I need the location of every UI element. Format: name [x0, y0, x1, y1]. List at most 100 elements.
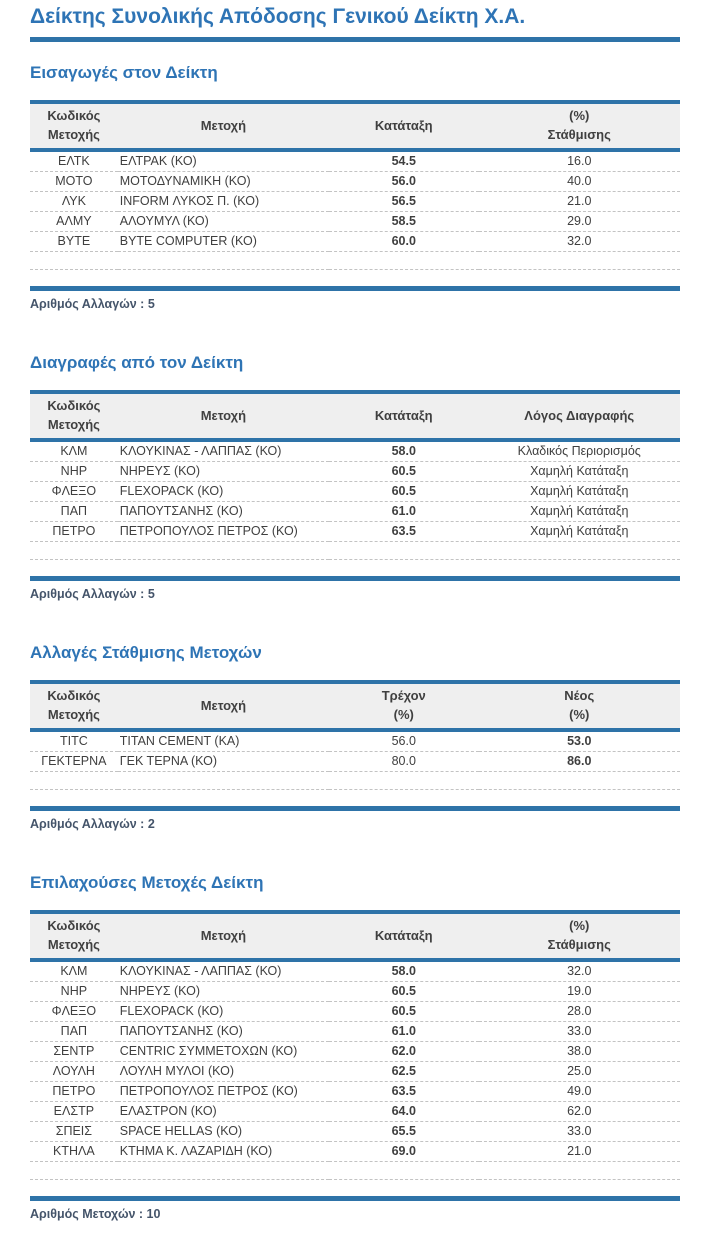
table-row: ΛΟΥΛΗ ΛΟΥΛΗ ΜΥΛΟΙ (ΚΟ) 62.5 25.0	[30, 1061, 680, 1083]
ticker-cell: ΕΛΤΚ	[30, 150, 118, 173]
stock-name-cell: ΜΟΤΟΔΥΝΑΜΙΚΗ (ΚΟ)	[117, 171, 329, 193]
rank-cell: 65.5	[329, 1121, 479, 1143]
rank-cell: 63.5	[329, 1081, 479, 1103]
weight-cell: 32.0	[478, 960, 680, 983]
stock-name-cell: ΚΤΗΜΑ Κ. ΛΑΖΑΡΙΔΗ (ΚΟ)	[117, 1141, 329, 1163]
ticker-cell: ΠΕΤΡΟ	[30, 1081, 118, 1103]
table-header: Κωδικός Μετοχής Μετοχή Κατάταξη (%) Στάθμισης	[30, 102, 680, 153]
count-label: Αριθμός Αλλαγών : 2	[30, 817, 155, 832]
empty-cell	[30, 1161, 680, 1181]
page-title: Δείκτης Συνολικής Απόδοσης Γενικού Δείκτ…	[30, 4, 680, 43]
stock-name-cell: ΠΑΠΟΥΤΣΑΝΗΣ (ΚΟ)	[117, 1021, 329, 1043]
table-row: ΓΕΚΤΕΡΝΑ ΓΕΚ ΤΕΡΝΑ (ΚΟ) 80.0 86.0	[30, 751, 680, 773]
table-row: ΠΕΤΡΟ ΠΕΤΡΟΠΟΥΛΟΣ ΠΕΤΡΟΣ (ΚΟ) 63.5 49.0	[30, 1081, 680, 1103]
stock-name-cell: ΚΛΟΥΚΙΝΑΣ - ΛΑΠΠΑΣ (ΚΟ)	[117, 440, 329, 463]
column-header-line: (%)	[569, 108, 590, 124]
rank-cell: 61.0	[329, 501, 479, 523]
ticker-cell: BYTE	[30, 231, 118, 253]
report-section: Διαγραφές από τον Δείκτη Κωδικός Μετοχής Μ…	[30, 352, 680, 602]
column-header-line: Μετοχής	[47, 127, 100, 143]
column-header: Τρέχον (%)	[329, 682, 479, 733]
weight-cell: 32.0	[478, 231, 680, 253]
stocks-table: Κωδικός Μετοχής Μετοχή Κατάταξη (%) Στάθμισης…	[30, 910, 680, 1181]
ticker-cell: ΦΛΕΞΟ	[30, 1001, 118, 1023]
rank-cell: 58.5	[329, 211, 479, 233]
empty-cell	[30, 771, 680, 791]
column-header-line: Κατάταξη	[374, 117, 433, 133]
column-header: Νέος (%)	[478, 682, 680, 733]
rank-cell: 60.5	[329, 981, 479, 1003]
rank-cell: 64.0	[329, 1101, 479, 1123]
weight-cell: 33.0	[478, 1021, 680, 1043]
stock-name-cell: ΠΕΤΡΟΠΟΥΛΟΣ ΠΕΤΡΟΣ (ΚΟ)	[117, 521, 329, 543]
stock-name-cell: ΠΑΠΟΥΤΣΑΝΗΣ (ΚΟ)	[117, 501, 329, 523]
rank-cell: 69.0	[329, 1141, 479, 1163]
column-header-line: Στάθμισης	[547, 937, 611, 953]
stock-name-cell: CENTRIC ΣΥΜΜΕΤΟΧΩΝ (ΚΟ)	[117, 1041, 329, 1063]
table-row: ΚΛΜ ΚΛΟΥΚΙΝΑΣ - ΛΑΠΠΑΣ (ΚΟ) 58.0 32.0	[30, 960, 680, 983]
weight-cell: Χαμηλή Κατάταξη	[478, 461, 680, 483]
rank-cell: 56.0	[329, 171, 479, 193]
column-header: Μετοχή	[117, 682, 329, 733]
column-header-line: Μετοχής	[47, 417, 100, 433]
rank-cell: 58.0	[329, 960, 479, 983]
column-header-line: Μετοχή	[200, 927, 247, 943]
weight-cell: 33.0	[478, 1121, 680, 1143]
weight-cell: Χαμηλή Κατάταξη	[478, 521, 680, 543]
weight-cell: 49.0	[478, 1081, 680, 1103]
column-header: Κωδικός Μετοχής	[30, 912, 118, 963]
ticker-cell: ΓΕΚΤΕΡΝΑ	[30, 751, 118, 773]
ticker-cell: ΠΑΠ	[30, 1021, 118, 1043]
column-header: (%) Στάθμισης	[478, 102, 680, 153]
weight-cell: 16.0	[478, 150, 680, 173]
column-header-line: Μετοχής	[47, 707, 100, 723]
table-body: TITC TITAN CEMENT (ΚΑ) 56.0 53.0 ΓΕΚΤΕΡΝΑ ΓΕΚ…	[30, 730, 680, 791]
empty-row	[30, 1161, 680, 1181]
stock-name-cell: ΕΛΑΣΤΡΟΝ (ΚΟ)	[117, 1101, 329, 1123]
column-header-line: Κωδικός	[47, 688, 101, 704]
weight-cell: Κλαδικός Περιορισμός	[478, 440, 680, 463]
stock-name-cell: ΑΛΟΥΜΥΛ (ΚΟ)	[117, 211, 329, 233]
stock-name-cell: TITAN CEMENT (ΚΑ)	[117, 730, 329, 753]
ticker-cell: ΛΟΥΛΗ	[30, 1061, 118, 1083]
ticker-cell: ΚΛΜ	[30, 440, 118, 463]
table-header: Κωδικός Μετοχής Μετοχή Τρέχον (%) Νέος (%)	[30, 682, 680, 733]
rank-cell: 80.0	[329, 751, 479, 773]
stock-name-cell: INFORM ΛΥΚΟΣ Π. (ΚΟ)	[117, 191, 329, 213]
weight-cell: 21.0	[478, 1141, 680, 1163]
stock-name-cell: BYTE COMPUTER (ΚΟ)	[117, 231, 329, 253]
stock-name-cell: SPACE HELLAS (ΚΟ)	[117, 1121, 329, 1143]
weight-cell: 25.0	[478, 1061, 680, 1083]
table-row: ΕΛΣΤΡ ΕΛΑΣΤΡΟΝ (ΚΟ) 64.0 62.0	[30, 1101, 680, 1123]
column-header-line: Λόγος Διαγραφής	[524, 407, 635, 423]
stock-name-cell: ΚΛΟΥΚΙΝΑΣ - ΛΑΠΠΑΣ (ΚΟ)	[117, 960, 329, 983]
column-header: Κωδικός Μετοχής	[30, 102, 118, 153]
report-section: Εισαγωγές στον Δείκτη Κωδικός Μετοχής Μετο…	[30, 62, 680, 312]
column-header-line: Μετοχή	[200, 407, 247, 423]
column-header-line: Μετοχή	[200, 697, 247, 713]
table-row: ΝΗΡ ΝΗΡΕΥΣ (ΚΟ) 60.5 Χαμηλή Κατάταξη	[30, 461, 680, 483]
ticker-cell: ΣΕΝΤΡ	[30, 1041, 118, 1063]
rank-cell: 56.0	[329, 730, 479, 753]
section-divider-bar	[30, 286, 680, 292]
ticker-cell: ΛΥΚ	[30, 191, 118, 213]
table-row: ΠΑΠ ΠΑΠΟΥΤΣΑΝΗΣ (ΚΟ) 61.0 Χαμηλή Κατάταξη	[30, 501, 680, 523]
column-header: Λόγος Διαγραφής	[478, 392, 680, 443]
report-section: Αλλαγές Στάθμισης Μετοχών Κωδικός Μετοχής…	[30, 642, 680, 832]
rank-cell: 60.5	[329, 481, 479, 503]
weight-cell: Χαμηλή Κατάταξη	[478, 501, 680, 523]
count-label: Αριθμός Αλλαγών : 5	[30, 297, 155, 312]
header-row: Κωδικός Μετοχής Μετοχή Τρέχον (%) Νέος (%)	[30, 682, 680, 733]
ticker-cell: ΕΛΣΤΡ	[30, 1101, 118, 1123]
column-header: (%) Στάθμισης	[478, 912, 680, 963]
rank-cell: 61.0	[329, 1021, 479, 1043]
ticker-cell: ΚΤΗΛΑ	[30, 1141, 118, 1163]
column-header-line: Κωδικός	[47, 918, 101, 934]
column-header-line: Μετοχής	[47, 937, 100, 953]
stock-name-cell: ΝΗΡΕΥΣ (ΚΟ)	[117, 981, 329, 1003]
report-section: Επιλαχούσες Μετοχές Δείκτη Κωδικός Μετοχή…	[30, 872, 680, 1222]
column-header-line: Στάθμισης	[547, 127, 611, 143]
table-row: BYTE BYTE COMPUTER (ΚΟ) 60.0 32.0	[30, 231, 680, 253]
ticker-cell: ΦΛΕΞΟ	[30, 481, 118, 503]
column-header-line: Τρέχον	[381, 688, 426, 704]
